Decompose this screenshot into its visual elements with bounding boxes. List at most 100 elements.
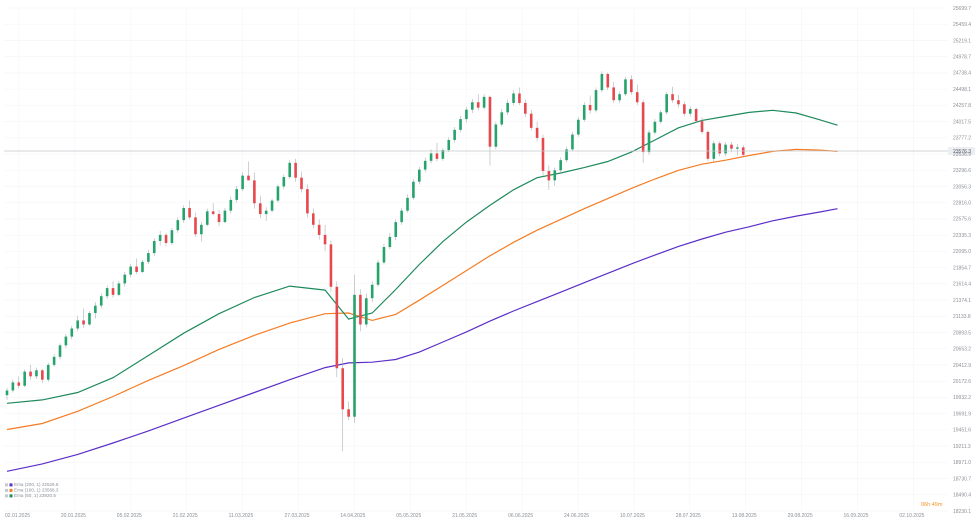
candle-body xyxy=(647,132,651,153)
candle xyxy=(288,160,292,180)
candle-body xyxy=(253,180,256,204)
candle xyxy=(541,134,545,176)
candle xyxy=(635,84,639,105)
candle xyxy=(164,232,168,247)
x-tick-label: 11.03.2025 xyxy=(229,513,254,519)
candle-body xyxy=(688,108,692,114)
candle-body xyxy=(229,199,233,211)
legend-toggle-icon xyxy=(5,488,8,492)
candle-body xyxy=(347,409,350,417)
candle xyxy=(359,289,362,332)
candle xyxy=(459,115,462,133)
x-tick-label: 21.05.2025 xyxy=(452,513,477,519)
candle xyxy=(52,354,56,367)
candle-body xyxy=(482,96,486,108)
candle xyxy=(347,401,350,421)
candle-body xyxy=(194,217,197,235)
candle-body xyxy=(135,266,138,272)
candle xyxy=(188,200,191,220)
candle-body xyxy=(329,244,333,287)
candle xyxy=(311,208,315,229)
candle xyxy=(582,102,586,122)
candle-body xyxy=(718,143,721,154)
candle-body xyxy=(5,390,9,396)
candle xyxy=(488,95,492,166)
candle-body xyxy=(671,94,674,101)
candle-body xyxy=(471,102,474,110)
candle xyxy=(182,205,185,223)
candle-body xyxy=(123,274,127,284)
candle-body xyxy=(394,222,398,237)
candle xyxy=(76,315,79,332)
candle-body xyxy=(683,104,686,114)
y-tick-label: 20653.2 xyxy=(953,347,971,353)
candle xyxy=(730,141,733,153)
candle xyxy=(671,86,674,103)
candle-body xyxy=(641,102,645,153)
legend-toggle-icon xyxy=(5,494,8,498)
y-tick-label: 21374.1 xyxy=(953,298,971,304)
candle-body xyxy=(630,79,633,93)
candle-body xyxy=(582,104,586,120)
legend-swatch xyxy=(9,494,13,498)
candle-body xyxy=(35,370,38,377)
candle xyxy=(353,274,356,423)
candle xyxy=(506,99,509,116)
y-tick-label: 25459.4 xyxy=(953,22,971,28)
candle xyxy=(306,184,309,218)
time-axis[interactable]: 02.01.2025 20.01.2025 05.02.2025 21.02.2025… xyxy=(5,513,925,519)
candle xyxy=(158,230,162,246)
x-tick-label: 20.01.2025 xyxy=(61,513,86,519)
candle-body xyxy=(52,356,56,365)
price-axis[interactable]: 25699.7 25459.4 25219.1 24978.7 24738.4 24498… xyxy=(953,6,971,515)
candle-body xyxy=(588,104,592,111)
legend-swatch xyxy=(9,483,13,487)
candle xyxy=(170,228,174,246)
candle xyxy=(64,333,68,349)
last-price-label: 23576.3 xyxy=(953,149,971,155)
candle-body xyxy=(258,203,262,215)
candle-body xyxy=(465,109,468,120)
candle xyxy=(329,240,333,293)
candle xyxy=(147,249,150,264)
candle-body xyxy=(635,92,639,103)
candle xyxy=(223,207,227,223)
candle xyxy=(241,172,244,192)
candle-body xyxy=(317,224,321,235)
candle xyxy=(152,238,156,256)
candle xyxy=(235,185,239,203)
candle xyxy=(376,259,380,287)
y-tick-label: 20172.6 xyxy=(953,379,971,385)
candle xyxy=(406,194,409,213)
candle-body xyxy=(600,73,604,91)
candle-body xyxy=(388,236,392,248)
y-tick-label: 23777.2 xyxy=(953,136,971,142)
candle xyxy=(441,148,445,161)
candle xyxy=(659,110,663,124)
candle xyxy=(70,325,74,340)
candle-body xyxy=(370,284,374,299)
candle-layer xyxy=(5,71,745,452)
y-tick-label: 25219.1 xyxy=(953,38,971,44)
candle-body xyxy=(476,102,480,108)
y-tick-label: 23536.9 xyxy=(953,152,971,158)
candle-body xyxy=(158,234,162,241)
candle xyxy=(217,209,221,227)
candle-body xyxy=(23,371,26,386)
candle xyxy=(423,157,427,173)
candle xyxy=(247,161,250,181)
candle xyxy=(129,263,132,278)
candle xyxy=(494,121,498,150)
x-tick-label: 16.09.2025 xyxy=(844,513,869,519)
ema-100-line xyxy=(6,148,838,431)
candle-body xyxy=(276,186,280,201)
candle xyxy=(429,149,433,164)
candle-body xyxy=(264,210,268,215)
candle-body xyxy=(200,224,203,235)
candle-body xyxy=(282,177,286,187)
y-tick-label: 18971.0 xyxy=(953,460,971,466)
y-tick-label: 23056.3 xyxy=(953,184,971,190)
legend-entry: Ema (100, 1) 23568.3 xyxy=(14,488,59,493)
